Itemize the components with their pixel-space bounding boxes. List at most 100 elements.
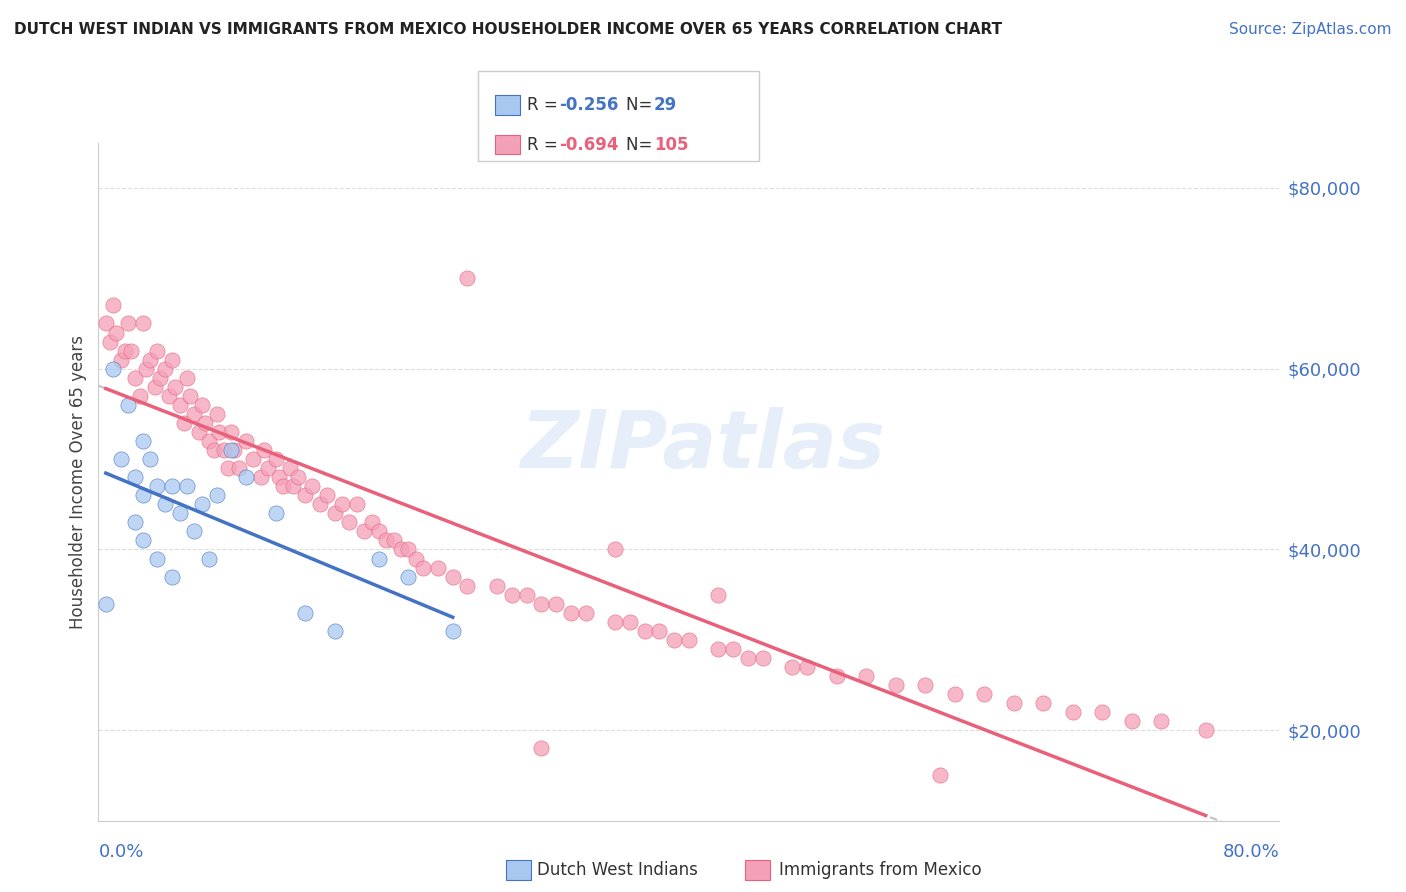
Point xyxy=(202,443,225,458)
Y-axis label: Householder Income Over 65 years: Householder Income Over 65 years xyxy=(69,334,87,629)
Text: Source: ZipAtlas.com: Source: ZipAtlas.com xyxy=(1229,22,1392,37)
Text: 29: 29 xyxy=(654,96,678,114)
Point xyxy=(382,533,405,548)
Point xyxy=(146,551,169,566)
Point xyxy=(146,479,169,493)
Point xyxy=(456,271,478,285)
Point xyxy=(103,298,125,312)
Point xyxy=(264,452,287,467)
Point xyxy=(124,516,146,530)
Point xyxy=(648,624,671,638)
Point xyxy=(235,434,257,448)
Point xyxy=(1032,696,1054,710)
Point xyxy=(323,624,346,638)
Point xyxy=(257,461,280,475)
Point xyxy=(405,551,427,566)
Point xyxy=(294,606,316,620)
Point xyxy=(205,407,228,421)
Point xyxy=(396,542,419,557)
Point xyxy=(346,497,368,511)
Point xyxy=(139,452,162,467)
Point xyxy=(250,470,273,484)
Point xyxy=(183,407,205,421)
Point xyxy=(973,687,995,701)
Point xyxy=(187,425,209,439)
Point xyxy=(1062,705,1084,719)
Point xyxy=(208,425,231,439)
Point xyxy=(353,524,375,539)
Point xyxy=(132,434,155,448)
Point xyxy=(165,380,187,394)
Point xyxy=(1002,696,1025,710)
Point xyxy=(124,470,146,484)
Point xyxy=(678,632,700,647)
Point xyxy=(169,506,191,520)
Text: R =: R = xyxy=(527,96,564,114)
Point xyxy=(360,516,382,530)
Point xyxy=(271,479,294,493)
Point xyxy=(707,588,730,602)
Point xyxy=(855,669,877,683)
Point xyxy=(191,497,214,511)
Point xyxy=(176,370,198,384)
Point xyxy=(301,479,323,493)
Text: DUTCH WEST INDIAN VS IMMIGRANTS FROM MEXICO HOUSEHOLDER INCOME OVER 65 YEARS COR: DUTCH WEST INDIAN VS IMMIGRANTS FROM MEX… xyxy=(14,22,1002,37)
Point xyxy=(264,506,287,520)
Point xyxy=(105,326,128,340)
Point xyxy=(162,569,183,583)
Point xyxy=(1195,723,1218,738)
Point xyxy=(723,641,745,656)
Point xyxy=(825,669,848,683)
Point xyxy=(191,398,214,412)
Point xyxy=(212,443,235,458)
Point xyxy=(162,352,183,367)
Point xyxy=(323,506,346,520)
Point xyxy=(235,470,257,484)
Point xyxy=(574,606,596,620)
Text: 105: 105 xyxy=(654,136,689,153)
Point xyxy=(396,569,419,583)
Point xyxy=(928,768,950,782)
Point xyxy=(183,524,205,539)
Text: Dutch West Indians: Dutch West Indians xyxy=(537,861,697,879)
Point xyxy=(253,443,276,458)
Point xyxy=(117,317,139,331)
Point xyxy=(530,741,553,756)
Point xyxy=(330,497,353,511)
Point xyxy=(94,597,117,611)
Point xyxy=(103,361,125,376)
Point xyxy=(389,542,412,557)
Point xyxy=(143,380,166,394)
Point xyxy=(132,488,155,502)
Point xyxy=(205,488,228,502)
Point xyxy=(1121,714,1143,729)
Point xyxy=(560,606,582,620)
Point xyxy=(914,678,936,692)
Point xyxy=(139,352,162,367)
Point xyxy=(619,615,641,629)
Text: 0.0%: 0.0% xyxy=(98,843,143,861)
Point xyxy=(278,461,302,475)
Point xyxy=(224,443,246,458)
Point xyxy=(132,317,155,331)
Point xyxy=(287,470,309,484)
Point xyxy=(110,452,132,467)
Point xyxy=(633,624,655,638)
Text: 80.0%: 80.0% xyxy=(1223,843,1279,861)
Point xyxy=(179,389,201,403)
Point xyxy=(339,516,360,530)
Point xyxy=(135,361,157,376)
Point xyxy=(149,370,172,384)
Point xyxy=(242,452,264,467)
Text: R =: R = xyxy=(527,136,564,153)
Point xyxy=(110,352,132,367)
Point xyxy=(316,488,339,502)
Point xyxy=(884,678,907,692)
Point xyxy=(605,542,627,557)
Text: -0.256: -0.256 xyxy=(560,96,619,114)
Point xyxy=(546,597,568,611)
Point xyxy=(309,497,332,511)
Text: ZIPatlas: ZIPatlas xyxy=(520,407,886,485)
Point xyxy=(94,317,117,331)
Point xyxy=(194,416,217,430)
